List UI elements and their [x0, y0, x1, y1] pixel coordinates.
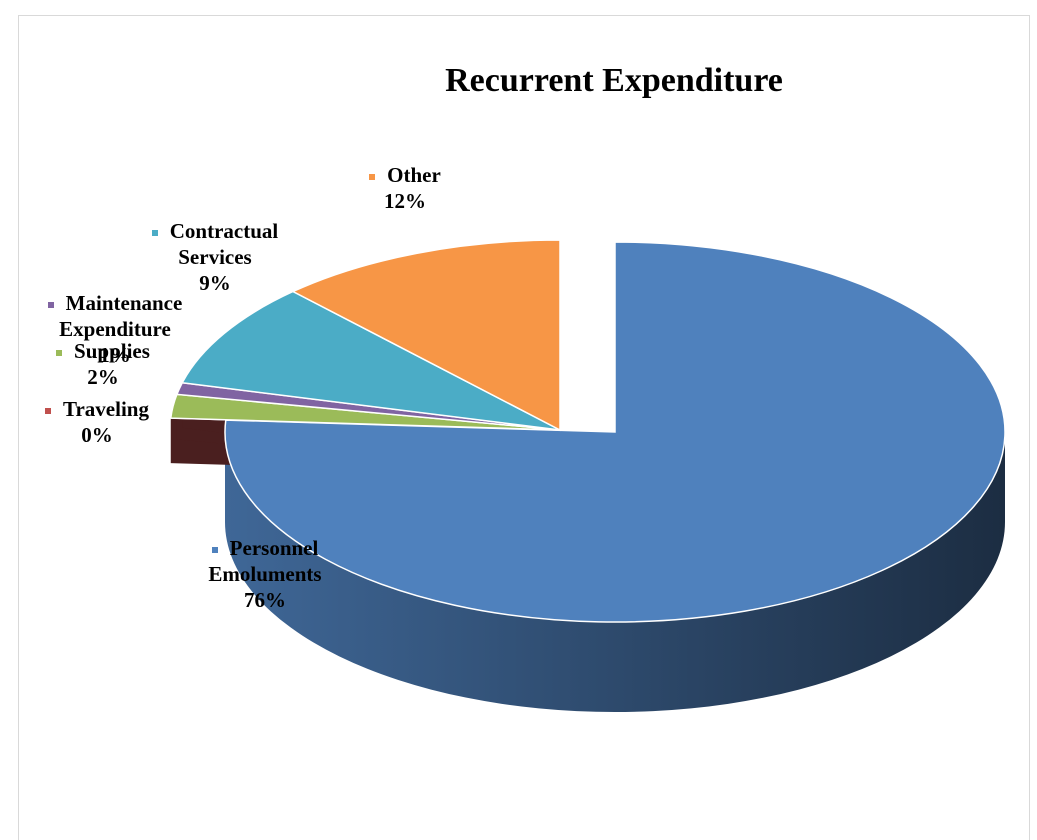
- label-name: Supplies: [74, 339, 150, 363]
- label-name: Maintenance Expenditure: [59, 291, 183, 341]
- label-name-line: Personnel Emoluments: [190, 535, 340, 587]
- data-label: Maintenance Expenditure 1%: [40, 290, 190, 368]
- label-value: 76%: [244, 588, 286, 612]
- slice: [291, 239, 561, 432]
- label-name: Personnel Emoluments: [208, 536, 322, 586]
- slice: [181, 290, 561, 431]
- data-label: Contractual Services 9%: [145, 218, 285, 296]
- label-name-line: Traveling: [37, 396, 157, 422]
- legend-marker: [211, 547, 218, 554]
- slice-side: [225, 432, 1005, 712]
- legend-marker: [45, 408, 52, 415]
- label-name-line: Other: [350, 162, 460, 188]
- slice: [224, 241, 1006, 623]
- data-label: Other 12%: [350, 162, 460, 214]
- data-label: Traveling 0%: [37, 396, 157, 448]
- data-label: Supplies 2%: [33, 338, 173, 390]
- label-name: Traveling: [63, 397, 149, 421]
- legend-marker: [369, 174, 376, 181]
- legend-marker: [151, 230, 158, 237]
- label-name: Other: [387, 163, 441, 187]
- label-name-line: Contractual Services: [145, 218, 285, 270]
- label-name-line: Supplies: [33, 338, 173, 364]
- data-label: Personnel Emoluments 76%: [190, 535, 340, 613]
- label-value: 0%: [81, 423, 113, 447]
- label-value: 12%: [384, 189, 426, 213]
- chart-frame: [18, 15, 1030, 840]
- label-name-line: Maintenance Expenditure: [40, 290, 190, 342]
- label-value: 9%: [199, 271, 231, 295]
- chart-title: Recurrent Expenditure: [445, 62, 783, 99]
- label-value: 2%: [87, 365, 119, 389]
- legend-marker: [56, 350, 63, 357]
- legend-marker: [47, 302, 54, 309]
- label-value: 1%: [99, 343, 131, 367]
- label-name: Contractual Services: [169, 219, 279, 269]
